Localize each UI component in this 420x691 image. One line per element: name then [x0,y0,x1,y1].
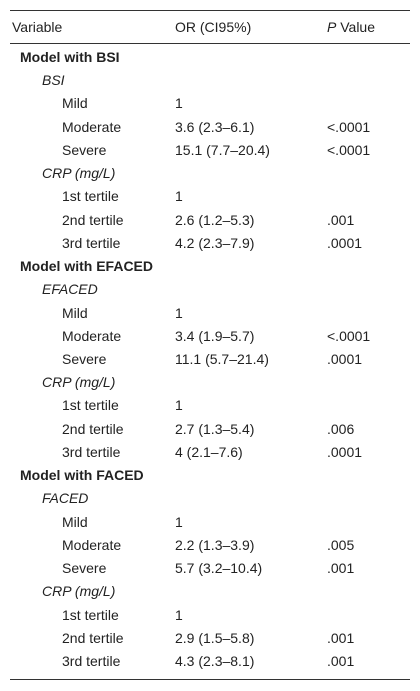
p-cell: .0001 [327,350,363,367]
variable-cell: 3rd tertile [62,443,121,460]
variable-cell: Severe [62,350,107,367]
p-cell: <.0001 [327,118,371,135]
p-cell: <.0001 [327,327,371,344]
section-heading: CRP (mg/L) [42,165,116,182]
top-rule [10,10,410,11]
p-cell: .001 [327,629,355,646]
or-cell: 1 [175,513,183,530]
variable-cell: 1st tertile [62,188,119,205]
p-cell: .0001 [327,443,363,460]
p-rest: Value [336,19,376,35]
or-cell: 11.1 (5.7–21.4) [175,350,269,367]
or-cell: 4.2 (2.3–7.9) [175,234,255,251]
header-variable: Variable [12,19,63,35]
header-rule [10,43,410,44]
p-cell: .006 [327,420,355,437]
variable-cell: Severe [62,141,107,158]
or-cell: 1 [175,304,183,321]
or-cell: 1 [175,397,183,414]
variable-cell: 1st tertile [62,606,119,623]
or-cell: 2.7 (1.3–5.4) [175,420,255,437]
or-cell: 3.4 (1.9–5.7) [175,327,255,344]
or-cell: 3.6 (2.3–6.1) [175,118,255,135]
section-heading: CRP (mg/L) [42,583,116,600]
p-cell: <.0001 [327,141,371,158]
variable-cell: 2nd tertile [62,629,124,646]
variable-cell: Moderate [62,536,122,553]
model-heading: Model with EFACED [20,258,153,275]
p-italic: P [327,19,337,35]
variable-cell: 2nd tertile [62,211,124,228]
or-cell: 2.9 (1.5–5.8) [175,629,255,646]
variable-cell: Moderate [62,327,122,344]
header-p: P Value [327,18,375,36]
variable-cell: Moderate [62,118,122,135]
bottom-rule [10,679,410,680]
model-heading: Model with FACED [20,467,144,484]
or-cell: 4.3 (2.3–8.1) [175,652,255,669]
or-cell: 1 [175,606,183,623]
variable-cell: 2nd tertile [62,420,124,437]
variable-cell: 1st tertile [62,397,119,414]
p-cell: .001 [327,560,355,577]
or-cell: 2.6 (1.2–5.3) [175,211,255,228]
variable-cell: Mild [62,95,88,112]
or-cell: 2.2 (1.3–3.9) [175,536,255,553]
section-heading: FACED [42,490,89,507]
p-cell: .001 [327,652,355,669]
p-cell: .0001 [327,234,363,251]
p-cell: .005 [327,536,355,553]
header-or: OR (CI95%) [175,19,252,35]
section-heading: CRP (mg/L) [42,374,116,391]
section-heading: BSI [42,72,65,89]
variable-cell: 3rd tertile [62,652,121,669]
variable-cell: Mild [62,304,88,321]
variable-cell: Severe [62,560,107,577]
p-cell: .001 [327,211,355,228]
or-cell: 5.7 (3.2–10.4) [175,560,263,577]
or-cell: 1 [175,188,183,205]
variable-cell: Mild [62,513,88,530]
or-cell: 4 (2.1–7.6) [175,443,243,460]
section-heading: EFACED [42,281,98,298]
or-cell: 15.1 (7.7–20.4) [175,141,270,158]
model-heading: Model with BSI [20,49,120,65]
variable-cell: 3rd tertile [62,234,121,251]
or-cell: 1 [175,95,183,112]
